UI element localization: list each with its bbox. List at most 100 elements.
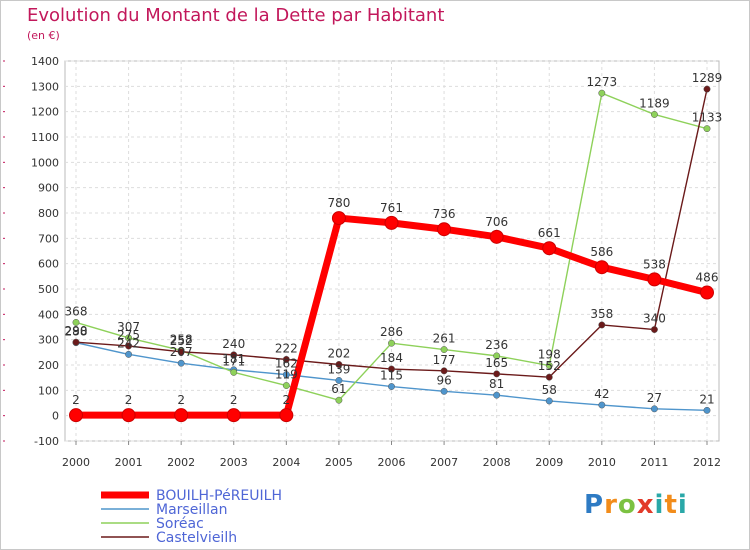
data-point <box>440 387 448 395</box>
legend-label: Castelvieilh <box>156 530 237 546</box>
data-point <box>230 351 238 359</box>
data-label: 761 <box>380 201 403 215</box>
data-point <box>545 397 553 405</box>
data-label: 61 <box>331 382 346 396</box>
data-label: 139 <box>327 362 350 376</box>
data-label: 286 <box>380 325 403 339</box>
data-point <box>177 359 185 367</box>
data-point <box>650 326 658 333</box>
data-point <box>282 371 290 379</box>
y-tick-label: 1300 <box>31 80 59 93</box>
data-label: 2 <box>230 393 238 407</box>
data-point <box>384 215 399 230</box>
x-tick-label: 2000 <box>62 456 90 469</box>
data-point <box>388 383 395 390</box>
data-point <box>545 373 553 381</box>
proxiti-logo: Proxiti <box>584 490 688 520</box>
data-label: 1189 <box>639 96 670 110</box>
data-label: 661 <box>538 226 561 240</box>
data-label: 152 <box>538 359 561 373</box>
x-tick-label: 2006 <box>378 456 406 469</box>
y-tick-label: 800 <box>38 207 59 220</box>
x-tick-label: 2005 <box>325 456 353 469</box>
unit-label: (en €) <box>27 29 60 42</box>
data-point <box>226 408 241 423</box>
data-point <box>72 318 80 326</box>
data-point <box>282 355 290 363</box>
x-tick-label: 2001 <box>115 456 143 469</box>
data-label: 96 <box>436 373 451 387</box>
data-point <box>282 382 290 389</box>
data-point <box>72 338 80 346</box>
data-label: 358 <box>590 307 613 321</box>
data-point <box>598 89 606 97</box>
data-point <box>335 396 343 404</box>
data-point <box>594 260 609 275</box>
data-label: 81 <box>489 377 504 391</box>
data-label: 2 <box>283 393 291 407</box>
data-point <box>489 229 504 244</box>
x-tick-label: 2008 <box>483 456 511 469</box>
data-point <box>125 350 133 358</box>
legend-label: BOUILH-PéREUILH <box>156 488 282 504</box>
axis-layer: -100 0 100 200 300 400 500 600 700 800 900 1000 1100… <box>3 55 721 469</box>
data-label: 207 <box>170 345 193 359</box>
x-tick-label: 2009 <box>535 456 563 469</box>
y-tick-label: 600 <box>38 258 59 271</box>
data-point <box>647 272 662 287</box>
data-point <box>493 370 501 378</box>
data-point <box>279 408 294 423</box>
data-label: 198 <box>538 348 561 362</box>
legend-label: Soréac <box>156 516 204 532</box>
y-tick-label: 500 <box>38 283 59 296</box>
data-label: 236 <box>485 338 508 352</box>
data-point <box>437 222 452 237</box>
y-tick-label: 900 <box>38 182 59 195</box>
data-label: 165 <box>485 356 508 370</box>
data-label: 275 <box>117 328 140 342</box>
data-label: 21 <box>699 392 714 406</box>
data-label: 586 <box>590 245 613 259</box>
data-point <box>542 241 557 256</box>
data-label: 27 <box>647 391 662 405</box>
y-tick-label: 1200 <box>31 106 59 119</box>
data-point <box>545 362 553 369</box>
data-point <box>440 346 448 353</box>
data-label: 240 <box>222 337 245 351</box>
data-label: 171 <box>222 354 245 368</box>
x-tick-label: 2003 <box>220 456 248 469</box>
data-label: 2 <box>177 393 185 407</box>
data-point <box>388 365 395 373</box>
data-point <box>440 367 448 375</box>
data-label: 288 <box>65 325 88 339</box>
y-tick-label: 100 <box>38 384 59 397</box>
data-label: 242 <box>117 336 140 350</box>
data-label: 184 <box>380 351 403 365</box>
x-tick-label: 2011 <box>640 456 668 469</box>
data-label: 307 <box>117 320 140 334</box>
data-point <box>331 211 346 226</box>
y-tick-label: 0 <box>52 410 59 423</box>
data-point <box>493 391 501 399</box>
data-label: 162 <box>275 357 298 371</box>
data-point <box>177 348 185 356</box>
data-label: 58 <box>542 383 557 397</box>
data-point <box>703 125 711 133</box>
grid-layer <box>64 60 720 442</box>
data-label: 258 <box>170 332 193 346</box>
y-tick-label: 200 <box>38 359 59 372</box>
data-point <box>125 334 133 342</box>
data-label: 340 <box>643 312 666 326</box>
data-point <box>703 406 711 414</box>
legend-label: Marseillan <box>156 502 227 518</box>
data-label: 115 <box>380 369 403 383</box>
data-point <box>650 405 658 413</box>
y-tick-label: 400 <box>38 308 59 321</box>
data-label: 2 <box>72 393 80 407</box>
data-label: 181 <box>222 352 245 366</box>
data-point <box>493 352 501 360</box>
data-label: 486 <box>696 271 719 285</box>
y-tick-label: 700 <box>38 232 59 245</box>
